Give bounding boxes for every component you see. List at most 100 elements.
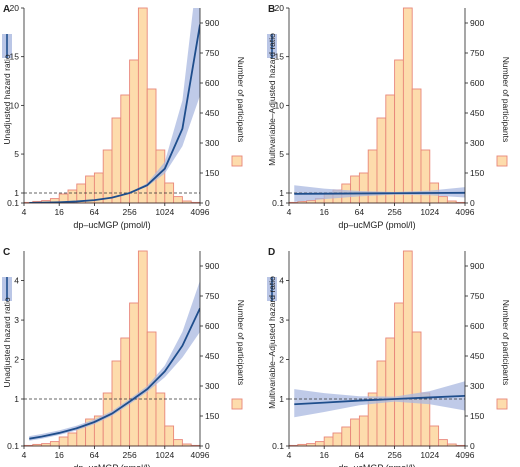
histogram-bar — [137, 7, 148, 204]
histogram-bar — [332, 432, 343, 447]
x-tick-label: 256 — [123, 450, 137, 460]
y-axis-label: Unadjusted hazard ratio — [2, 54, 12, 145]
y-tick-label: 0.1 — [7, 441, 19, 451]
x-tick-label: 256 — [388, 450, 402, 460]
histogram-bar — [164, 425, 175, 447]
histogram-bar — [385, 94, 396, 204]
legend-bar-swatch — [231, 398, 243, 410]
histogram-bar — [429, 425, 440, 447]
y-tick-label: 1 — [14, 188, 19, 198]
y2-tick-label: 0 — [470, 198, 475, 208]
y-tick-label: 4 — [279, 276, 284, 286]
y-axis-label: Unadjusted hazard ratio — [2, 297, 12, 388]
y-tick-label: 0.1 — [272, 441, 284, 451]
y2-tick-label: 150 — [205, 411, 219, 421]
histogram-bar — [376, 117, 387, 204]
y-tick-label: 4 — [14, 276, 19, 286]
x-tick-label: 64 — [90, 450, 100, 460]
hazard-ratio-curve — [29, 307, 200, 440]
y2-tick-label: 600 — [205, 78, 219, 88]
legend-bar-swatch — [496, 398, 508, 410]
x-tick-label: 4096 — [191, 207, 210, 217]
y2-tick-label: 0 — [470, 441, 475, 451]
x-axis-label: dp–ucMGP (pmol/l) — [338, 463, 415, 467]
y2-tick-label: 900 — [205, 18, 219, 28]
histogram-bar — [120, 94, 131, 204]
histogram-bar — [173, 439, 183, 447]
y2-tick-label: 300 — [470, 381, 484, 391]
histogram-bar — [49, 441, 60, 447]
y2-tick-label: 750 — [470, 48, 484, 58]
histogram-bar — [385, 337, 396, 447]
hazard-ratio-curve — [29, 24, 200, 203]
histogram-bar — [350, 175, 360, 204]
panel-label: B — [268, 4, 275, 15]
histogram-bar — [173, 196, 183, 204]
histogram-bar — [58, 436, 69, 447]
histogram-bar — [102, 149, 113, 204]
histogram-bar — [120, 337, 131, 447]
panel-b — [267, 7, 508, 206]
y2-tick-label: 600 — [470, 321, 484, 331]
y-axis-label: Multivariable–Adjusted hazard ratio — [267, 33, 277, 166]
histogram-bar — [146, 88, 157, 204]
histogram-bar — [102, 392, 113, 447]
y2-tick-label: 600 — [205, 321, 219, 331]
x-tick-label: 256 — [123, 207, 137, 217]
histogram-bar — [402, 250, 413, 447]
y2-tick-label: 300 — [205, 138, 219, 148]
y-tick-label: 20 — [275, 3, 285, 13]
x-tick-label: 256 — [388, 207, 402, 217]
y2-tick-label: 450 — [470, 351, 484, 361]
histogram-bar — [137, 250, 148, 447]
y-tick-label: 10 — [275, 100, 285, 110]
x-tick-label: 16 — [319, 450, 329, 460]
panel-label: C — [3, 247, 10, 258]
histogram-bar — [323, 436, 334, 447]
histogram-bar — [350, 418, 360, 447]
x-tick-label: 1024 — [155, 450, 174, 460]
y2-axis-label: Number of participants — [501, 57, 511, 143]
x-tick-label: 4096 — [456, 450, 475, 460]
y2-axis-label: Number of participants — [501, 300, 511, 386]
histogram-bar — [155, 392, 166, 447]
x-axis-label: dp–ucMGP (pmol/l) — [73, 220, 150, 230]
histogram-bar — [394, 302, 404, 447]
y-tick-label: 3 — [14, 315, 19, 325]
legend-bar-swatch — [496, 155, 508, 167]
y2-axis-label: Number of participants — [236, 57, 246, 143]
histogram-bar — [376, 360, 387, 447]
y-tick-label: 2 — [279, 355, 284, 365]
histogram-bar — [358, 415, 369, 447]
y-tick-label: 15 — [10, 52, 20, 62]
y2-tick-label: 150 — [470, 411, 484, 421]
x-tick-label: 4 — [287, 450, 292, 460]
y-tick-label: 10 — [10, 100, 20, 110]
y-tick-label: 0.1 — [272, 198, 284, 208]
y2-tick-label: 450 — [470, 108, 484, 118]
y-tick-label: 1 — [279, 394, 284, 404]
y2-tick-label: 750 — [205, 48, 219, 58]
y2-tick-label: 900 — [470, 261, 484, 271]
panel-d — [267, 250, 508, 449]
x-tick-label: 4 — [287, 207, 292, 217]
y-tick-label: 3 — [279, 315, 284, 325]
y2-tick-label: 150 — [205, 168, 219, 178]
y-tick-label: 5 — [279, 149, 284, 159]
histogram-bar — [129, 302, 139, 447]
y2-tick-label: 750 — [205, 291, 219, 301]
y2-tick-label: 450 — [205, 108, 219, 118]
x-tick-label: 16 — [319, 207, 329, 217]
histogram-bar — [111, 360, 122, 447]
hazard-ratio-curve — [294, 394, 465, 406]
x-axis-label: dp–ucMGP (pmol/l) — [73, 463, 150, 467]
y2-tick-label: 0 — [205, 198, 210, 208]
y-tick-label: 0.1 — [7, 198, 19, 208]
x-tick-label: 1024 — [155, 207, 174, 217]
panel-label: A — [3, 4, 10, 15]
histogram-bar — [129, 59, 139, 204]
x-tick-label: 1024 — [420, 207, 439, 217]
x-tick-label: 1024 — [420, 450, 439, 460]
histogram-bar — [394, 59, 404, 204]
